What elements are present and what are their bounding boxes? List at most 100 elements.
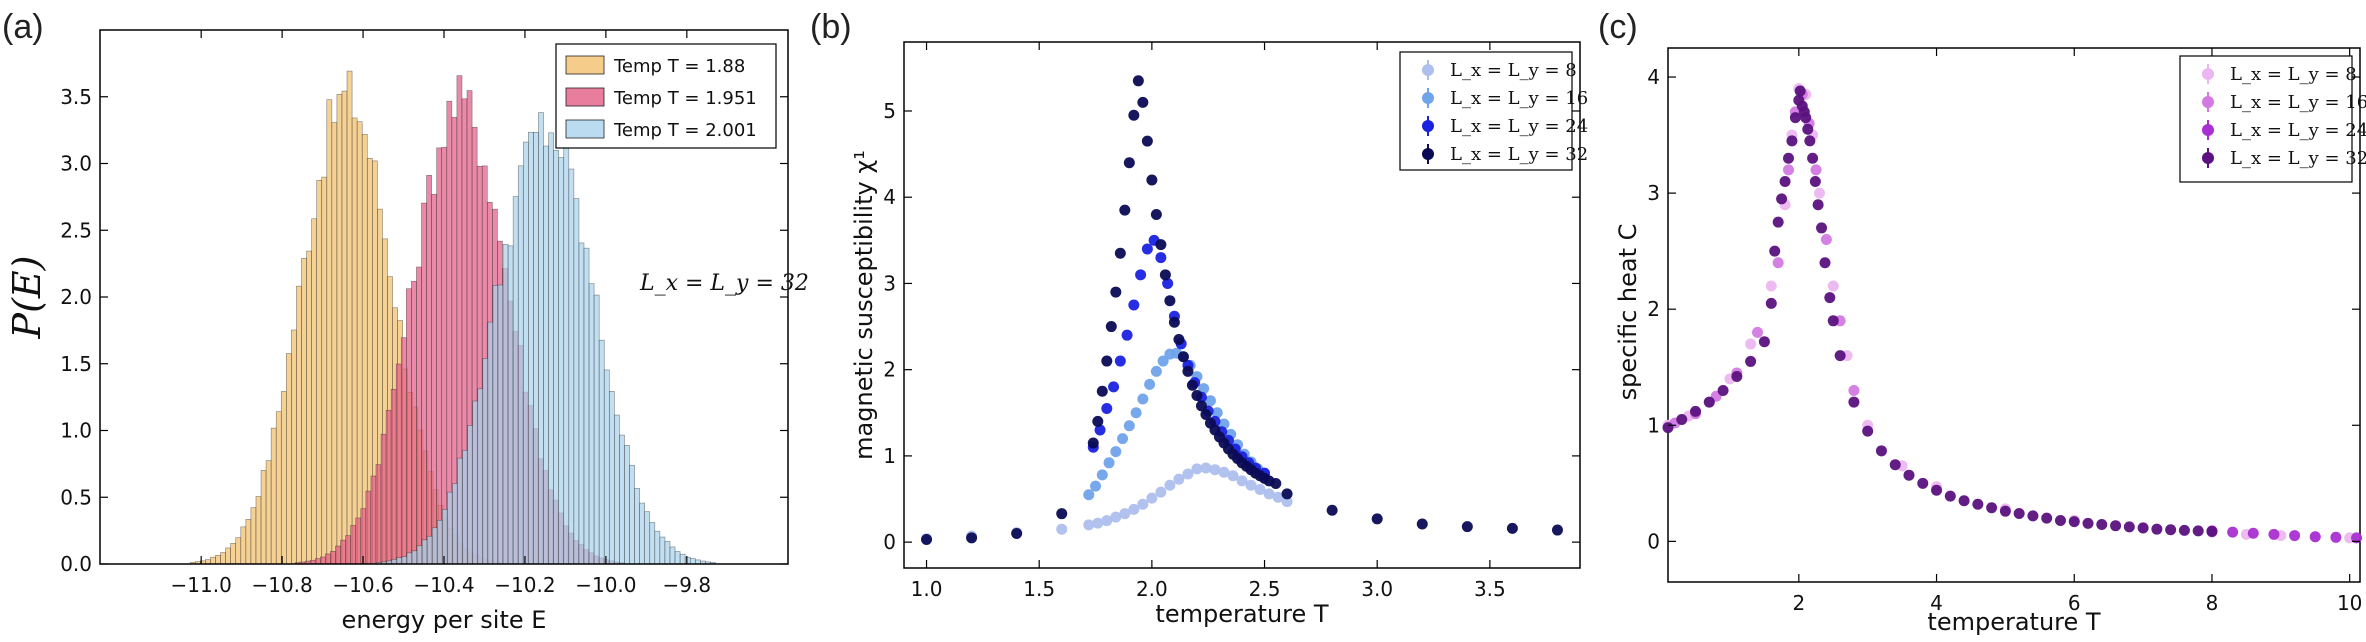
histogram-bar bbox=[365, 490, 372, 565]
data-point bbox=[1137, 393, 1149, 405]
histogram-bar bbox=[311, 218, 317, 565]
histogram-bar bbox=[436, 519, 443, 565]
panel-b-series-1 bbox=[921, 462, 1293, 545]
legend-swatch bbox=[565, 87, 605, 107]
histogram-bar bbox=[316, 179, 323, 565]
legend-swatch bbox=[565, 119, 605, 139]
data-point bbox=[1119, 204, 1131, 216]
data-point bbox=[1227, 470, 1239, 482]
data-point bbox=[1819, 257, 1831, 269]
panel-a-label: (a) bbox=[2, 8, 44, 46]
data-point bbox=[1101, 355, 1113, 367]
data-point bbox=[1786, 135, 1798, 147]
data-point bbox=[1999, 505, 2011, 517]
data-point bbox=[1083, 519, 1095, 531]
histogram-bar bbox=[406, 288, 412, 565]
data-point bbox=[1155, 252, 1167, 264]
data-point bbox=[921, 534, 933, 546]
data-point bbox=[1944, 490, 1956, 502]
data-point bbox=[1135, 269, 1147, 281]
panel-b-ytick-label: 3 bbox=[883, 271, 896, 295]
data-point bbox=[1200, 462, 1212, 474]
data-point bbox=[1164, 295, 1176, 307]
panel-c-ytick-label: 2 bbox=[1647, 297, 1660, 321]
panel-b-series-4 bbox=[921, 75, 1563, 546]
data-point bbox=[1114, 355, 1126, 367]
panel-c-xtick-label: 10 bbox=[2337, 591, 2362, 615]
data-point bbox=[1123, 157, 1135, 169]
histogram-bar bbox=[401, 556, 408, 565]
histogram-bar bbox=[331, 122, 338, 565]
histogram-bar bbox=[619, 434, 625, 565]
data-point bbox=[1141, 135, 1153, 147]
panel-a-ytick-label: 0.5 bbox=[60, 485, 92, 509]
histogram-bar bbox=[330, 551, 336, 565]
histogram-bar bbox=[654, 530, 661, 565]
histogram-bar bbox=[220, 552, 226, 565]
histogram-bar bbox=[385, 409, 392, 565]
data-point bbox=[1986, 502, 1998, 514]
panel-a-ticks: −11.0 −10.8 −10.6 −10.4 −10.2 −10.0 −9.8 0.0 0.5… bbox=[60, 30, 788, 597]
histogram-bar bbox=[603, 369, 610, 565]
histogram-bar bbox=[624, 445, 630, 565]
panel-a-xtick-label: −10.8 bbox=[251, 573, 312, 597]
panel-a-annotation: L_x = L_y = 32 bbox=[639, 271, 809, 296]
panel-c-ytick-label: 1 bbox=[1647, 413, 1660, 437]
histogram-bar bbox=[375, 464, 382, 565]
histogram-bar bbox=[355, 517, 362, 565]
data-point bbox=[1824, 292, 1836, 304]
histogram-bar bbox=[497, 284, 504, 565]
data-point bbox=[1807, 152, 1819, 164]
panel-b: (b) 1.0 1.5 2.0 2.5 3.0 3.5 0 1 2 3 4 5 temperature… bbox=[810, 8, 1588, 628]
panel-b-ytick-label: 0 bbox=[883, 530, 896, 554]
data-point bbox=[1816, 222, 1828, 234]
panel-c-xlabel: temperature T bbox=[1927, 608, 2100, 636]
histogram-bar bbox=[396, 557, 403, 565]
data-point bbox=[1862, 425, 1874, 437]
data-point bbox=[1848, 396, 1860, 408]
data-point bbox=[1662, 422, 1674, 434]
histogram-bar bbox=[639, 502, 645, 565]
data-point bbox=[2027, 510, 2039, 522]
histogram-bar bbox=[477, 388, 484, 565]
data-point bbox=[1155, 486, 1167, 498]
legend-marker bbox=[1422, 64, 1434, 76]
panel-a-xtick-label: −10.0 bbox=[575, 573, 636, 597]
panel-a-ytick-label: 2.0 bbox=[60, 285, 92, 309]
panel-c-points bbox=[1662, 83, 2363, 544]
histogram-bar bbox=[441, 146, 448, 565]
data-point bbox=[1281, 488, 1293, 500]
histogram-bar bbox=[502, 244, 509, 565]
panel-a-xtick-label: −10.6 bbox=[332, 573, 393, 597]
data-point bbox=[1772, 257, 1784, 269]
data-point bbox=[1101, 515, 1113, 527]
histogram-bar bbox=[583, 247, 590, 565]
histogram-bar bbox=[679, 553, 686, 565]
legend-swatch bbox=[565, 55, 605, 75]
data-point bbox=[1752, 326, 1764, 338]
data-point bbox=[1144, 378, 1156, 390]
data-point bbox=[1745, 338, 1757, 350]
data-point bbox=[1326, 504, 1338, 516]
data-point bbox=[2041, 512, 2053, 524]
data-point bbox=[1128, 299, 1140, 311]
panel-c-xtick-label: 8 bbox=[2206, 591, 2219, 615]
panel-c-frame bbox=[1667, 47, 2361, 583]
legend-label: L_x = L_y = 8 bbox=[2230, 64, 2357, 85]
panel-c-ytick-label: 0 bbox=[1647, 529, 1660, 553]
data-point bbox=[1782, 152, 1794, 164]
histogram-bar bbox=[614, 414, 620, 565]
data-point bbox=[1789, 112, 1801, 124]
data-point bbox=[1245, 479, 1257, 491]
legend-label: L_x = L_y = 24 bbox=[1450, 116, 1588, 137]
histogram-bar bbox=[306, 250, 312, 565]
data-point bbox=[1096, 385, 1108, 397]
data-point bbox=[1827, 315, 1839, 327]
data-point bbox=[1958, 495, 1970, 507]
data-point bbox=[1506, 522, 1518, 534]
data-point bbox=[1200, 409, 1212, 421]
legend-label: Temp T = 1.951 bbox=[613, 88, 757, 109]
data-point bbox=[2082, 517, 2094, 529]
histogram-bar bbox=[325, 553, 331, 565]
histogram-bar bbox=[301, 258, 307, 565]
